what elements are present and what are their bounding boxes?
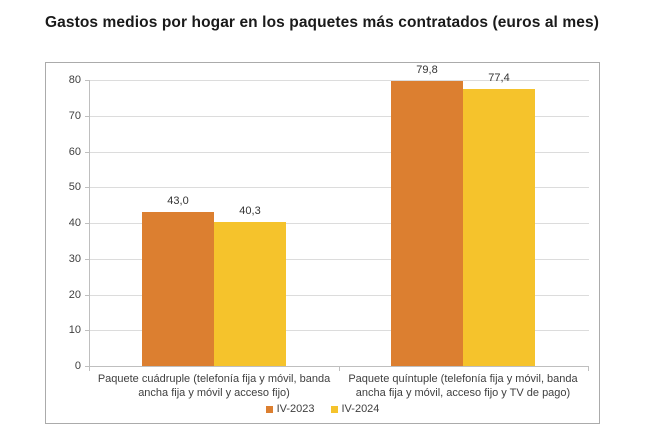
bar-value-label: 40,3: [239, 205, 261, 217]
y-tick-mark: [85, 152, 89, 153]
y-tick-mark: [85, 366, 89, 367]
legend-swatch-icon: [265, 405, 273, 413]
y-tick-label: 30: [68, 253, 81, 265]
gridline: [90, 295, 589, 296]
gridline: [90, 116, 589, 117]
plot-area: [89, 80, 589, 367]
y-tick-mark: [85, 116, 89, 117]
y-tick-label: 0: [74, 360, 81, 372]
y-tick-mark: [85, 259, 89, 260]
y-tick-mark: [85, 187, 89, 188]
y-tick-label: 20: [68, 289, 81, 301]
chart-panel: IV-2023 IV-2024 0 10 20 30 40 50 60 70 80 43,0 40,3…: [45, 62, 600, 424]
bar: [463, 89, 535, 366]
bar: [391, 81, 463, 366]
y-tick-mark: [85, 330, 89, 331]
gridline: [90, 187, 589, 188]
chart-title: Gastos medios por hogar en los paquetes …: [45, 14, 599, 31]
legend-item: IV-2023: [265, 403, 315, 415]
bar-value-label: 43,0: [167, 195, 189, 207]
y-tick-mark: [85, 223, 89, 224]
gridline: [90, 330, 589, 331]
gridline: [90, 152, 589, 153]
bar: [214, 222, 286, 366]
bar-value-label: 79,8: [416, 64, 438, 76]
bar: [142, 212, 214, 366]
y-tick-label: 10: [68, 324, 81, 336]
gridline: [90, 259, 589, 260]
y-tick-label: 60: [68, 146, 81, 158]
x-tick-mark: [89, 367, 90, 371]
y-tick-mark: [85, 295, 89, 296]
y-tick-mark: [85, 80, 89, 81]
legend-label: IV-2023: [276, 403, 315, 415]
x-tick-mark: [588, 367, 589, 371]
gridline: [90, 80, 589, 81]
legend-label: IV-2024: [341, 403, 380, 415]
x-tick-mark: [339, 367, 340, 371]
x-category-label: Paquete cuádruple (telefonía fija y móvi…: [97, 373, 331, 399]
y-tick-label: 50: [68, 181, 81, 193]
y-tick-label: 70: [68, 110, 81, 122]
legend-item: IV-2024: [330, 403, 380, 415]
gridline: [90, 223, 589, 224]
legend-swatch-icon: [330, 405, 338, 413]
x-category-label: Paquete quíntuple (telefonía fija y móvi…: [348, 373, 578, 399]
y-tick-label: 80: [68, 74, 81, 86]
y-tick-label: 40: [68, 217, 81, 229]
bar-value-label: 77,4: [488, 72, 510, 84]
legend: IV-2023 IV-2024: [46, 403, 599, 415]
